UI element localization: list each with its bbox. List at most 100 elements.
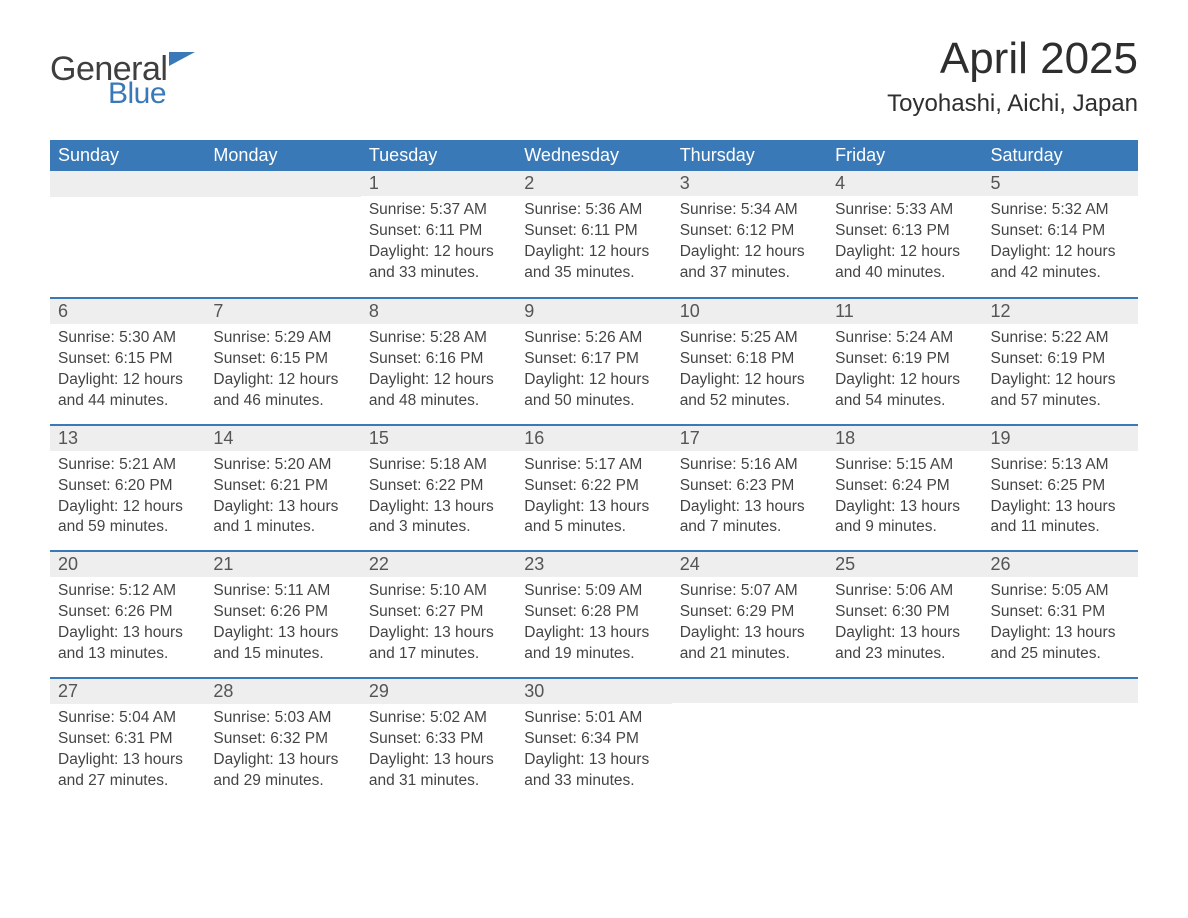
calendar-table: Sunday Monday Tuesday Wednesday Thursday… bbox=[50, 140, 1138, 804]
day-number: 11 bbox=[827, 297, 982, 324]
calendar-cell: 17Sunrise: 5:16 AMSunset: 6:23 PMDayligh… bbox=[672, 424, 827, 551]
empty-day-strip bbox=[205, 171, 360, 197]
day-content: Sunrise: 5:07 AMSunset: 6:29 PMDaylight:… bbox=[672, 577, 827, 677]
empty-day-strip bbox=[50, 171, 205, 197]
day-content: Sunrise: 5:26 AMSunset: 6:17 PMDaylight:… bbox=[516, 324, 671, 424]
calendar-cell: 3Sunrise: 5:34 AMSunset: 6:12 PMDaylight… bbox=[672, 171, 827, 297]
calendar-header-row: Sunday Monday Tuesday Wednesday Thursday… bbox=[50, 140, 1138, 171]
calendar-cell: 19Sunrise: 5:13 AMSunset: 6:25 PMDayligh… bbox=[983, 424, 1138, 551]
day-number: 28 bbox=[205, 677, 360, 704]
logo-blue-text: Blue bbox=[108, 77, 195, 111]
col-header: Sunday bbox=[50, 140, 205, 171]
day-content: Sunrise: 5:24 AMSunset: 6:19 PMDaylight:… bbox=[827, 324, 982, 424]
day-content: Sunrise: 5:28 AMSunset: 6:16 PMDaylight:… bbox=[361, 324, 516, 424]
empty-day-strip bbox=[983, 677, 1138, 703]
day-content: Sunrise: 5:12 AMSunset: 6:26 PMDaylight:… bbox=[50, 577, 205, 677]
calendar-cell: 2Sunrise: 5:36 AMSunset: 6:11 PMDaylight… bbox=[516, 171, 671, 297]
calendar-cell: 12Sunrise: 5:22 AMSunset: 6:19 PMDayligh… bbox=[983, 297, 1138, 424]
day-number: 13 bbox=[50, 424, 205, 451]
day-content: Sunrise: 5:21 AMSunset: 6:20 PMDaylight:… bbox=[50, 451, 205, 551]
calendar-cell: 9Sunrise: 5:26 AMSunset: 6:17 PMDaylight… bbox=[516, 297, 671, 424]
day-number: 25 bbox=[827, 550, 982, 577]
day-number: 8 bbox=[361, 297, 516, 324]
page-title: April 2025 bbox=[887, 34, 1138, 84]
calendar-cell: 22Sunrise: 5:10 AMSunset: 6:27 PMDayligh… bbox=[361, 550, 516, 677]
day-number: 10 bbox=[672, 297, 827, 324]
day-content: Sunrise: 5:20 AMSunset: 6:21 PMDaylight:… bbox=[205, 451, 360, 551]
day-number: 1 bbox=[361, 171, 516, 196]
day-number: 5 bbox=[983, 171, 1138, 196]
col-header: Monday bbox=[205, 140, 360, 171]
day-content: Sunrise: 5:06 AMSunset: 6:30 PMDaylight:… bbox=[827, 577, 982, 677]
day-content: Sunrise: 5:36 AMSunset: 6:11 PMDaylight:… bbox=[516, 196, 671, 296]
day-content: Sunrise: 5:17 AMSunset: 6:22 PMDaylight:… bbox=[516, 451, 671, 551]
calendar-cell: 11Sunrise: 5:24 AMSunset: 6:19 PMDayligh… bbox=[827, 297, 982, 424]
calendar-cell bbox=[983, 677, 1138, 804]
location-subtitle: Toyohashi, Aichi, Japan bbox=[887, 90, 1138, 118]
col-header: Tuesday bbox=[361, 140, 516, 171]
day-content: Sunrise: 5:33 AMSunset: 6:13 PMDaylight:… bbox=[827, 196, 982, 296]
day-content: Sunrise: 5:25 AMSunset: 6:18 PMDaylight:… bbox=[672, 324, 827, 424]
calendar-cell: 29Sunrise: 5:02 AMSunset: 6:33 PMDayligh… bbox=[361, 677, 516, 804]
calendar-cell bbox=[50, 171, 205, 297]
calendar-cell: 10Sunrise: 5:25 AMSunset: 6:18 PMDayligh… bbox=[672, 297, 827, 424]
calendar-cell: 30Sunrise: 5:01 AMSunset: 6:34 PMDayligh… bbox=[516, 677, 671, 804]
calendar-body: 1Sunrise: 5:37 AMSunset: 6:11 PMDaylight… bbox=[50, 171, 1138, 804]
day-content: Sunrise: 5:15 AMSunset: 6:24 PMDaylight:… bbox=[827, 451, 982, 551]
col-header: Wednesday bbox=[516, 140, 671, 171]
calendar-cell: 5Sunrise: 5:32 AMSunset: 6:14 PMDaylight… bbox=[983, 171, 1138, 297]
day-number: 22 bbox=[361, 550, 516, 577]
day-number: 24 bbox=[672, 550, 827, 577]
day-content: Sunrise: 5:18 AMSunset: 6:22 PMDaylight:… bbox=[361, 451, 516, 551]
day-content: Sunrise: 5:30 AMSunset: 6:15 PMDaylight:… bbox=[50, 324, 205, 424]
calendar-cell: 4Sunrise: 5:33 AMSunset: 6:13 PMDaylight… bbox=[827, 171, 982, 297]
calendar-cell: 15Sunrise: 5:18 AMSunset: 6:22 PMDayligh… bbox=[361, 424, 516, 551]
calendar-cell: 27Sunrise: 5:04 AMSunset: 6:31 PMDayligh… bbox=[50, 677, 205, 804]
day-content: Sunrise: 5:01 AMSunset: 6:34 PMDaylight:… bbox=[516, 704, 671, 804]
day-number: 27 bbox=[50, 677, 205, 704]
day-content: Sunrise: 5:16 AMSunset: 6:23 PMDaylight:… bbox=[672, 451, 827, 551]
calendar-cell: 7Sunrise: 5:29 AMSunset: 6:15 PMDaylight… bbox=[205, 297, 360, 424]
day-content: Sunrise: 5:32 AMSunset: 6:14 PMDaylight:… bbox=[983, 196, 1138, 296]
title-block: April 2025 Toyohashi, Aichi, Japan bbox=[887, 20, 1138, 122]
day-content: Sunrise: 5:04 AMSunset: 6:31 PMDaylight:… bbox=[50, 704, 205, 804]
logo-flag-icon bbox=[169, 52, 195, 66]
empty-day-strip bbox=[672, 677, 827, 703]
calendar-cell bbox=[827, 677, 982, 804]
day-content: Sunrise: 5:02 AMSunset: 6:33 PMDaylight:… bbox=[361, 704, 516, 804]
day-number: 30 bbox=[516, 677, 671, 704]
calendar-cell: 28Sunrise: 5:03 AMSunset: 6:32 PMDayligh… bbox=[205, 677, 360, 804]
calendar-week-row: 13Sunrise: 5:21 AMSunset: 6:20 PMDayligh… bbox=[50, 424, 1138, 551]
day-number: 9 bbox=[516, 297, 671, 324]
day-number: 7 bbox=[205, 297, 360, 324]
calendar-cell: 13Sunrise: 5:21 AMSunset: 6:20 PMDayligh… bbox=[50, 424, 205, 551]
day-content: Sunrise: 5:22 AMSunset: 6:19 PMDaylight:… bbox=[983, 324, 1138, 424]
day-number: 18 bbox=[827, 424, 982, 451]
day-number: 4 bbox=[827, 171, 982, 196]
calendar-cell: 6Sunrise: 5:30 AMSunset: 6:15 PMDaylight… bbox=[50, 297, 205, 424]
calendar-cell: 23Sunrise: 5:09 AMSunset: 6:28 PMDayligh… bbox=[516, 550, 671, 677]
calendar-week-row: 27Sunrise: 5:04 AMSunset: 6:31 PMDayligh… bbox=[50, 677, 1138, 804]
day-content: Sunrise: 5:10 AMSunset: 6:27 PMDaylight:… bbox=[361, 577, 516, 677]
calendar-week-row: 20Sunrise: 5:12 AMSunset: 6:26 PMDayligh… bbox=[50, 550, 1138, 677]
day-number: 26 bbox=[983, 550, 1138, 577]
col-header: Saturday bbox=[983, 140, 1138, 171]
day-number: 29 bbox=[361, 677, 516, 704]
calendar-cell: 20Sunrise: 5:12 AMSunset: 6:26 PMDayligh… bbox=[50, 550, 205, 677]
day-content: Sunrise: 5:05 AMSunset: 6:31 PMDaylight:… bbox=[983, 577, 1138, 677]
day-number: 6 bbox=[50, 297, 205, 324]
day-content: Sunrise: 5:09 AMSunset: 6:28 PMDaylight:… bbox=[516, 577, 671, 677]
day-number: 3 bbox=[672, 171, 827, 196]
day-number: 17 bbox=[672, 424, 827, 451]
header: General Blue April 2025 Toyohashi, Aichi… bbox=[50, 20, 1138, 122]
logo: General Blue bbox=[50, 20, 195, 111]
day-number: 2 bbox=[516, 171, 671, 196]
calendar-cell: 8Sunrise: 5:28 AMSunset: 6:16 PMDaylight… bbox=[361, 297, 516, 424]
calendar-cell: 14Sunrise: 5:20 AMSunset: 6:21 PMDayligh… bbox=[205, 424, 360, 551]
day-content: Sunrise: 5:13 AMSunset: 6:25 PMDaylight:… bbox=[983, 451, 1138, 551]
day-number: 12 bbox=[983, 297, 1138, 324]
day-content: Sunrise: 5:37 AMSunset: 6:11 PMDaylight:… bbox=[361, 196, 516, 296]
calendar-cell bbox=[672, 677, 827, 804]
day-number: 23 bbox=[516, 550, 671, 577]
col-header: Thursday bbox=[672, 140, 827, 171]
